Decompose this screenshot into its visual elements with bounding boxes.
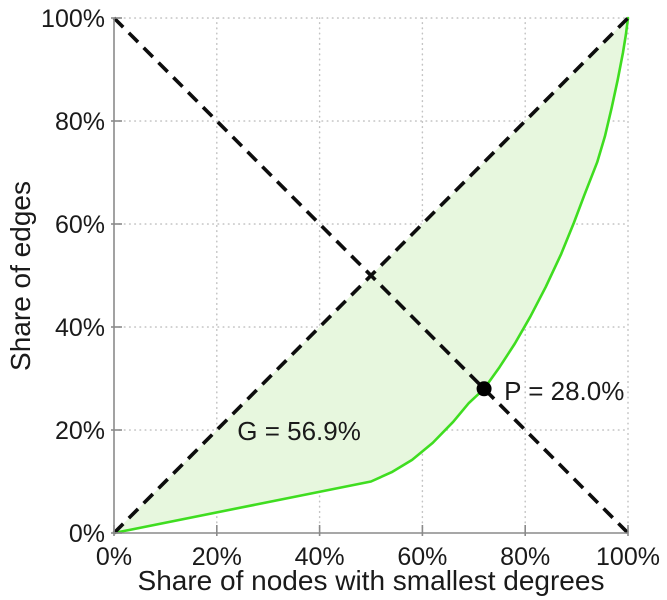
intersection-point-marker	[476, 381, 492, 397]
x-tick-label: 0%	[96, 543, 132, 571]
y-tick-label: 80%	[55, 108, 105, 136]
label-layer: 0% 20% 40% 60% 80% 100% 0% 20% 40% 60% 80% 100% G = …	[41, 5, 660, 571]
y-tick-label: 100%	[41, 5, 105, 33]
x-tick-label: 60%	[397, 543, 447, 571]
y-axis-title: Share of edges	[5, 181, 36, 371]
y-tick-label: 20%	[55, 417, 105, 445]
line-layer	[112, 16, 630, 535]
x-tick-label: 20%	[192, 543, 242, 571]
annotation-gini-label: G = 56.9%	[237, 416, 361, 446]
x-tick-label: 100%	[596, 543, 660, 571]
lorenz-curve-line	[112, 16, 630, 535]
y-tick-label: 40%	[55, 314, 105, 342]
y-tick-label: 0%	[69, 520, 105, 548]
anti-diagonal-line	[112, 16, 630, 535]
x-axis-title: Share of nodes with smallest degrees	[138, 565, 605, 596]
y-tick-label: 60%	[55, 211, 105, 239]
axis-layer	[111, 17, 629, 536]
x-tick-label: 40%	[295, 543, 345, 571]
annotation-p-label: P = 28.0%	[504, 376, 624, 406]
x-tick-label: 80%	[500, 543, 550, 571]
